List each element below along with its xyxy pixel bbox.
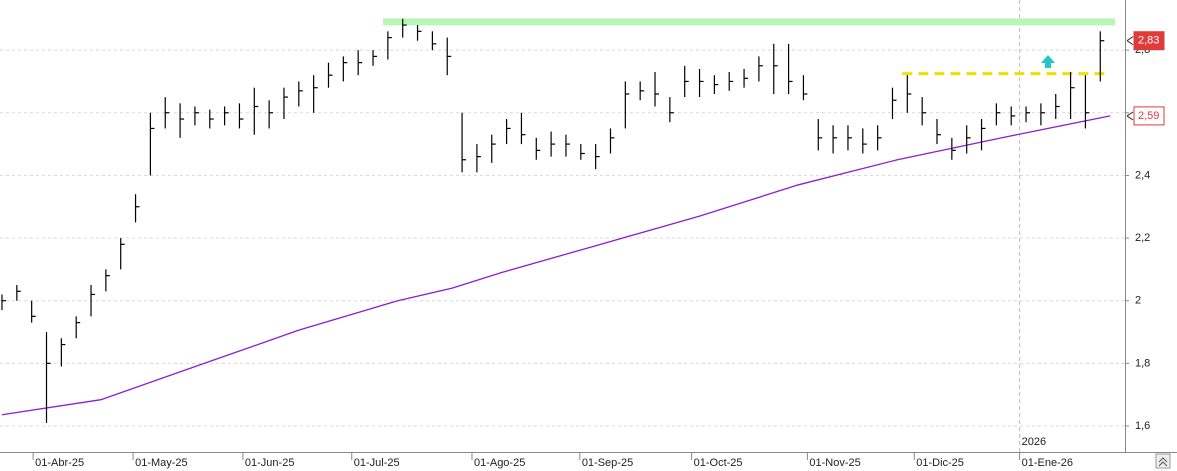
x-tick-label: 01-Dic-25: [916, 457, 964, 469]
y-tick-label: 2,4: [1135, 169, 1150, 181]
y-tick-label: 1,6: [1135, 420, 1150, 432]
x-tick-label: 01-Jul-25: [354, 457, 400, 469]
axis-labels: 1,61,822,22,42,62,801-Abr-2501-May-2501-…: [32, 31, 1165, 469]
y-tick-label: 1,8: [1135, 357, 1150, 369]
up-arrow: [1041, 55, 1055, 68]
x-tick-label: 01-Nov-25: [809, 457, 860, 469]
y-tick-label: 2,2: [1135, 232, 1150, 244]
price-tag-label: 2,59: [1138, 110, 1159, 122]
year-label: 2026: [1022, 436, 1046, 448]
price-tag-pointer: [1126, 36, 1134, 46]
price-tag-label: 2,83: [1138, 35, 1159, 47]
x-tick-label: 01-Ago-25: [474, 457, 525, 469]
x-tick-label: 01-Oct-25: [694, 457, 743, 469]
price-tag: [1133, 106, 1165, 126]
corner-button[interactable]: [1155, 453, 1171, 469]
price-tag-pointer: [1126, 111, 1134, 121]
plot: [1, 18, 1116, 423]
x-tick-label: 01-Abr-25: [35, 457, 84, 469]
moving-average: [1, 115, 1111, 416]
x-tick-label: 01-Sep-25: [582, 457, 633, 469]
x-tick-label: 01-Ene-26: [1022, 457, 1073, 469]
corner-icon: [1158, 457, 1168, 467]
y-tick-label: 2: [1135, 295, 1141, 307]
price-tag: [1133, 31, 1165, 51]
grid: [0, 0, 1125, 452]
x-tick-label: 01-May-25: [135, 457, 188, 469]
x-tick-label: 01-Jun-25: [245, 457, 295, 469]
